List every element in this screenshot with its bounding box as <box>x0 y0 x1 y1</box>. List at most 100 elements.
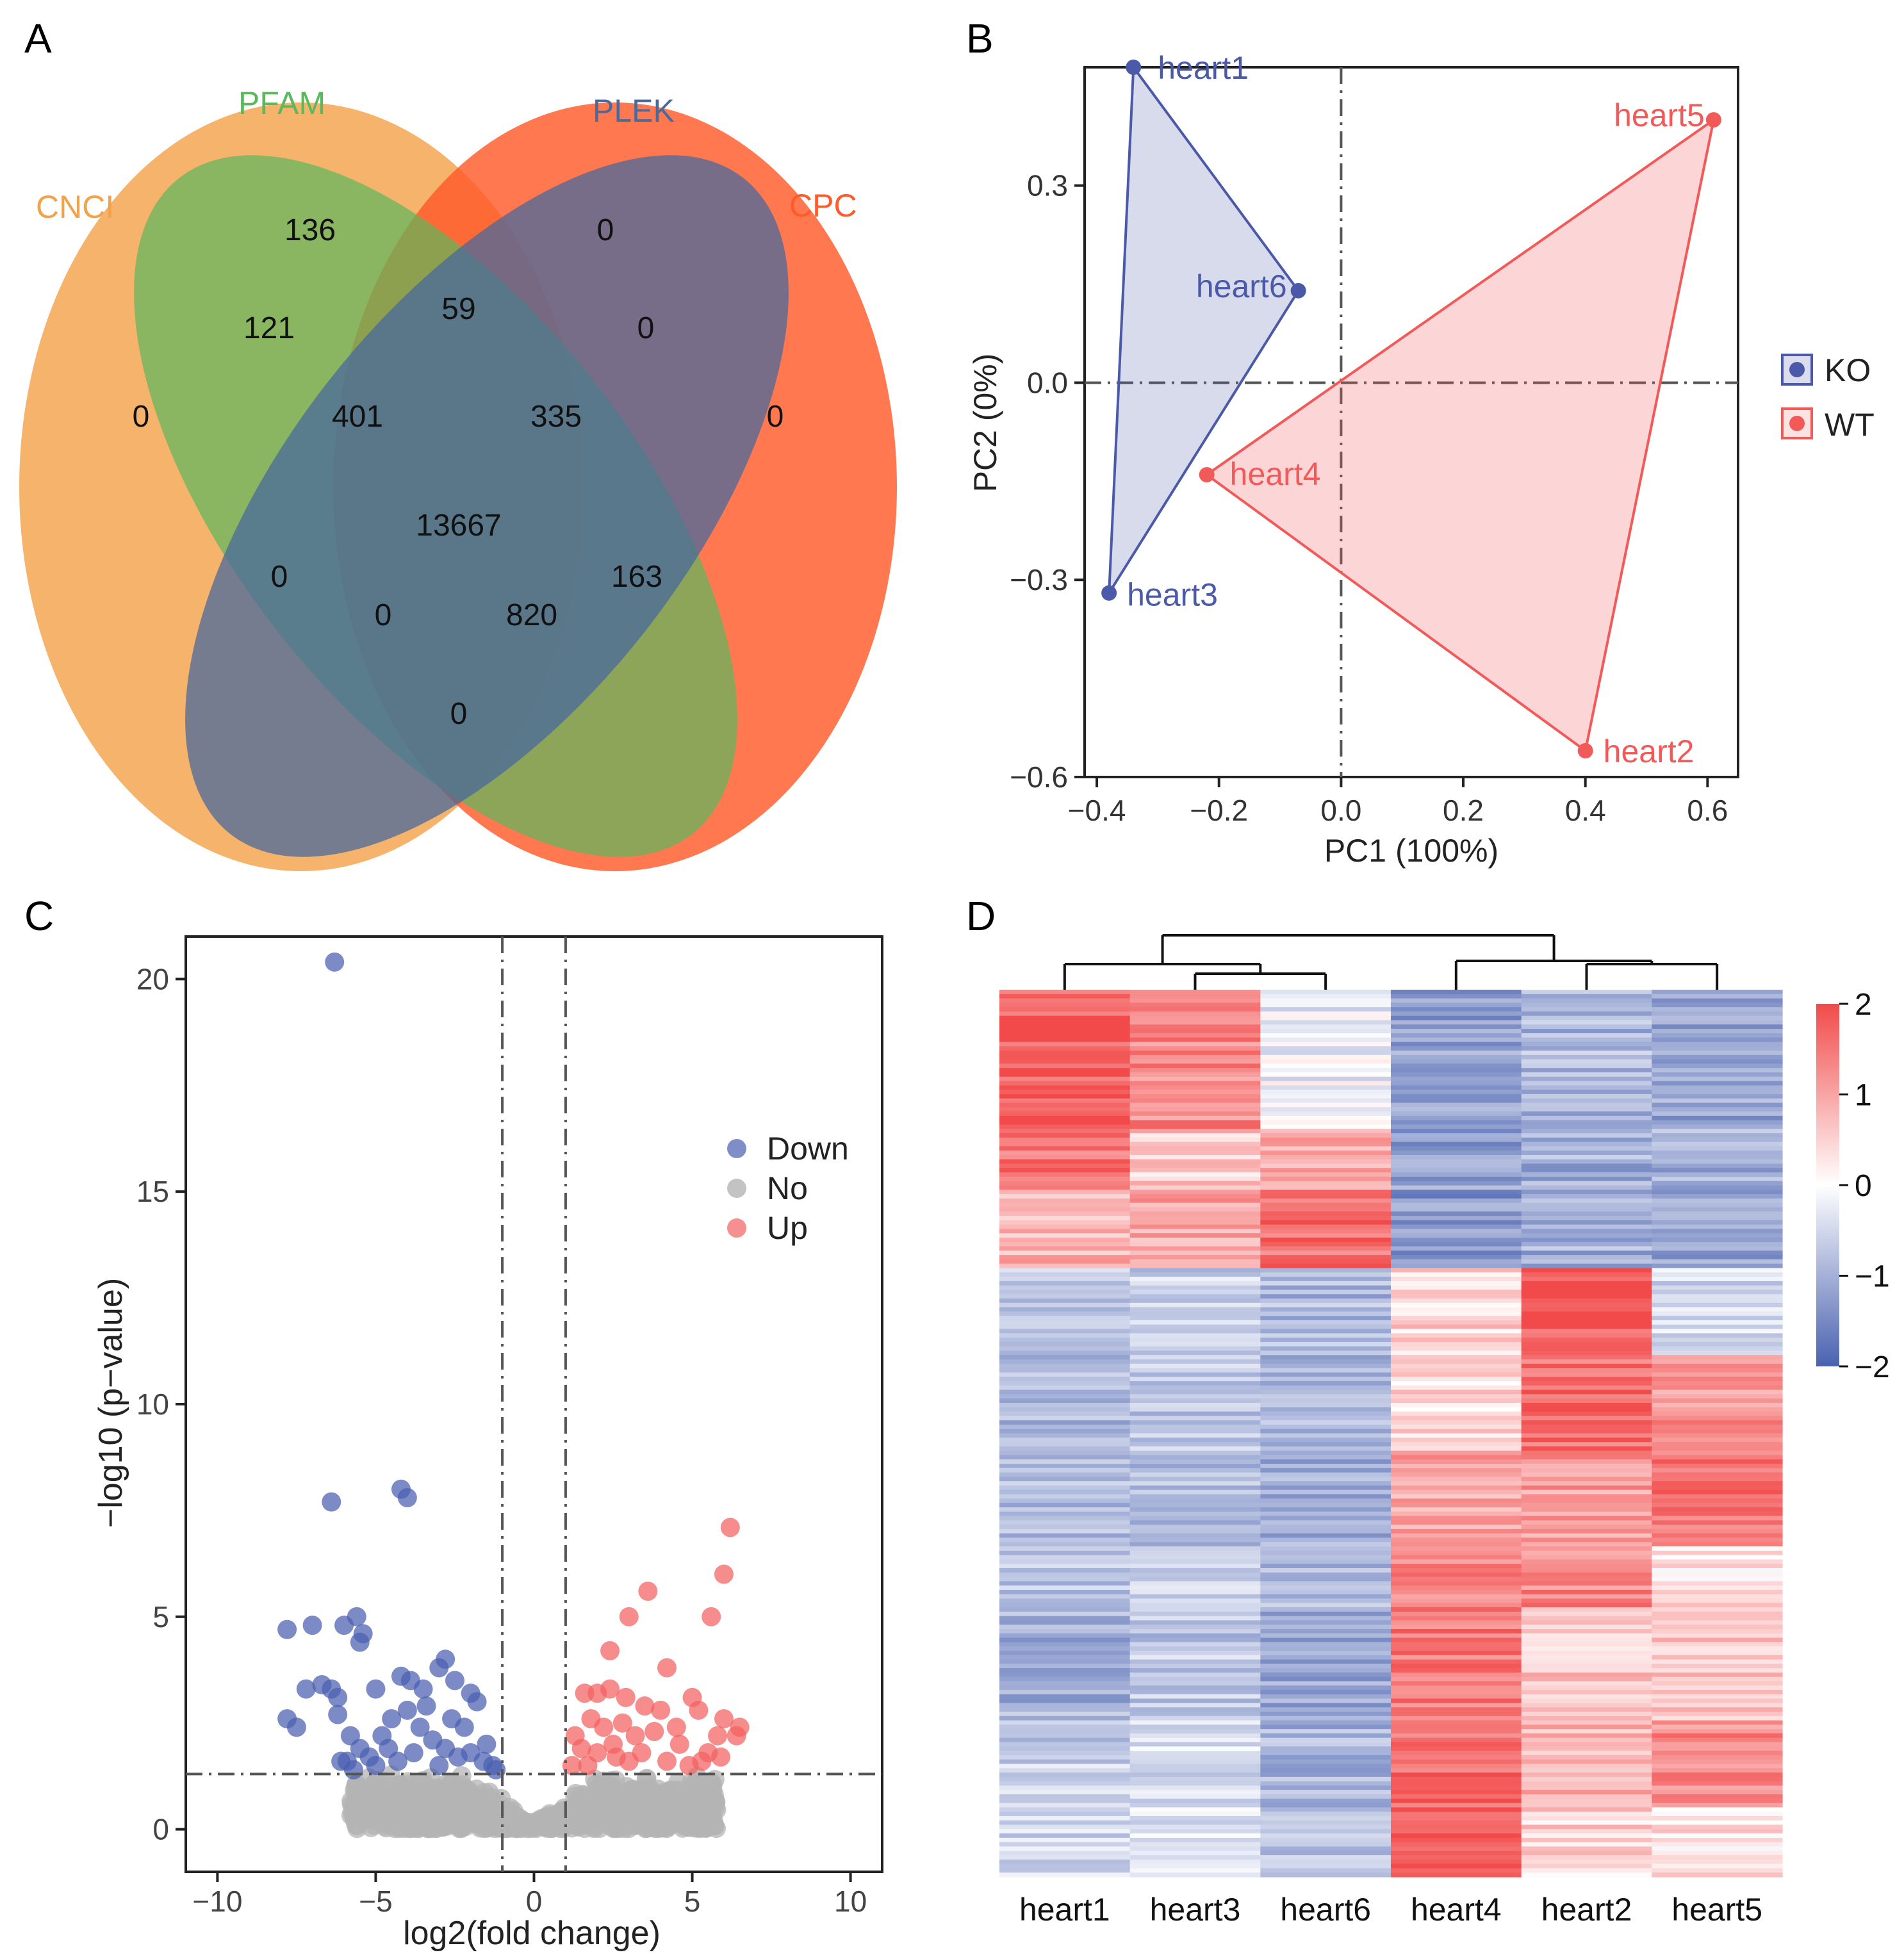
heatmap-cell <box>1652 1798 1783 1804</box>
heatmap-cell <box>999 1746 1131 1751</box>
heatmap-cell <box>1391 1837 1522 1843</box>
heatmap-cell <box>1652 1746 1783 1751</box>
heatmap-cell <box>1521 1198 1652 1204</box>
heatmap-cell <box>1652 990 1783 995</box>
heatmap-cell <box>1652 1229 1783 1234</box>
heatmap-cell <box>999 1020 1131 1025</box>
heatmap-cell <box>1521 1555 1652 1560</box>
heatmap-cell <box>1521 1742 1652 1747</box>
colorbar-tick-label: −2 <box>1855 1350 1890 1384</box>
heatmap-cell <box>1129 1733 1261 1739</box>
heatmap-cell <box>1652 1620 1783 1625</box>
pca-x-axis-title: PC1 (100%) <box>1324 833 1498 869</box>
heatmap-cell <box>1129 1168 1261 1173</box>
heatmap-cell <box>1652 1851 1783 1856</box>
pca-point-heart2 <box>1577 742 1593 758</box>
heatmap-cell <box>1521 1229 1652 1234</box>
heatmap-cell <box>1521 1516 1652 1521</box>
heatmap-cell <box>1260 1489 1391 1495</box>
heatmap-cell <box>1391 1333 1522 1338</box>
volcano-point-down <box>350 1632 370 1652</box>
venn-region-value: 0 <box>375 598 392 632</box>
heatmap-cell <box>1521 1063 1652 1069</box>
heatmap-cell <box>1391 1338 1522 1343</box>
volcano-point-up <box>651 1700 671 1720</box>
heatmap-cell <box>999 1703 1131 1708</box>
volcano-point-up <box>714 1564 734 1584</box>
heatmap-cell <box>1652 1302 1783 1308</box>
heatmap-cell <box>1129 1520 1261 1525</box>
heatmap-cell <box>999 1424 1131 1430</box>
heatmap-cell <box>1260 1611 1391 1617</box>
heatmap-cell <box>1521 1154 1652 1160</box>
venn-region-value: 0 <box>637 311 655 345</box>
heatmap-cell <box>1129 1307 1261 1313</box>
heatmap-cell <box>999 1681 1131 1686</box>
heatmap-cell <box>999 1576 1131 1582</box>
heatmap-cell <box>1652 1572 1783 1578</box>
volcano-point-up <box>603 1734 623 1754</box>
heatmap-cell <box>1521 1559 1652 1564</box>
heatmap-cell <box>1129 1863 1261 1869</box>
heatmap-cell <box>1391 1616 1522 1621</box>
heatmap-cell <box>1391 1455 1522 1460</box>
volcano-point-no <box>634 1805 653 1824</box>
volcano-point-up <box>726 1726 746 1746</box>
heatmap-cell <box>1391 1359 1522 1364</box>
heatmap-cell <box>1391 1603 1522 1608</box>
heatmap-cell <box>1260 1690 1391 1695</box>
heatmap-cell <box>999 1542 1131 1547</box>
volcano-point-down <box>486 1760 506 1780</box>
heatmap-cell <box>1260 1442 1391 1447</box>
heatmap-cell <box>1652 1568 1783 1573</box>
heatmap-cell <box>1129 1385 1261 1391</box>
heatmap-cell <box>1521 1255 1652 1260</box>
heatmap-cell <box>1391 1450 1522 1456</box>
heatmap-cell <box>1391 1585 1522 1591</box>
colorbar-tick-label: 2 <box>1855 988 1872 1022</box>
heatmap-cell <box>1652 1637 1783 1642</box>
heatmap-cell <box>1129 1842 1261 1847</box>
heatmap-cell <box>1652 1068 1783 1073</box>
pca-x-tick-label: −0.2 <box>1190 794 1248 827</box>
heatmap-cell <box>1521 1603 1652 1608</box>
heatmap-cell <box>1652 1320 1783 1325</box>
heatmap-cell <box>1521 1068 1652 1073</box>
volcano-point-down <box>436 1650 455 1669</box>
heatmap-cell <box>1652 1868 1783 1873</box>
heatmap-cell <box>1260 1585 1391 1591</box>
heatmap-cell <box>1129 1068 1261 1073</box>
volcano-point-no <box>434 1785 454 1805</box>
heatmap-cell <box>1521 1437 1652 1443</box>
heatmap-cell <box>1521 1568 1652 1573</box>
heatmap-cell <box>1129 1107 1261 1112</box>
heatmap-cell <box>1652 1489 1783 1495</box>
heatmap-cell <box>1521 1246 1652 1251</box>
heatmap-cell <box>1391 1776 1522 1782</box>
heatmap-cell <box>1391 1494 1522 1499</box>
heatmap-cell <box>1129 1159 1261 1165</box>
pca-point-heart4 <box>1199 467 1215 483</box>
heatmap-cell <box>1521 1341 1652 1347</box>
heatmap-cell <box>1129 1764 1261 1769</box>
heatmap-cell <box>1129 1650 1261 1656</box>
heatmap-cell <box>999 1363 1131 1369</box>
heatmap-cell <box>1260 1533 1391 1539</box>
heatmap-cell <box>1391 1237 1522 1243</box>
volcano-point-up <box>594 1717 614 1737</box>
heatmap-cell <box>1260 1672 1391 1678</box>
pca-point-heart3 <box>1101 585 1117 601</box>
heatmap-cell <box>1129 1815 1261 1821</box>
heatmap-cell <box>999 1464 1131 1469</box>
heatmap-cell <box>1652 1263 1783 1269</box>
heatmap-cell <box>1391 1576 1522 1582</box>
venn-region-value: 13667 <box>416 509 501 543</box>
pca-x-tick-label: 0.4 <box>1565 794 1606 827</box>
heatmap-cell <box>1260 1172 1391 1177</box>
pca-y-tick-label: −0.6 <box>1010 760 1068 794</box>
heatmap-cell <box>1129 1633 1261 1639</box>
heatmap-cell <box>1521 1455 1652 1460</box>
heatmap-cell <box>1652 1381 1783 1386</box>
heatmap-cell <box>1391 1472 1522 1477</box>
heatmap-cell <box>999 1259 1131 1265</box>
